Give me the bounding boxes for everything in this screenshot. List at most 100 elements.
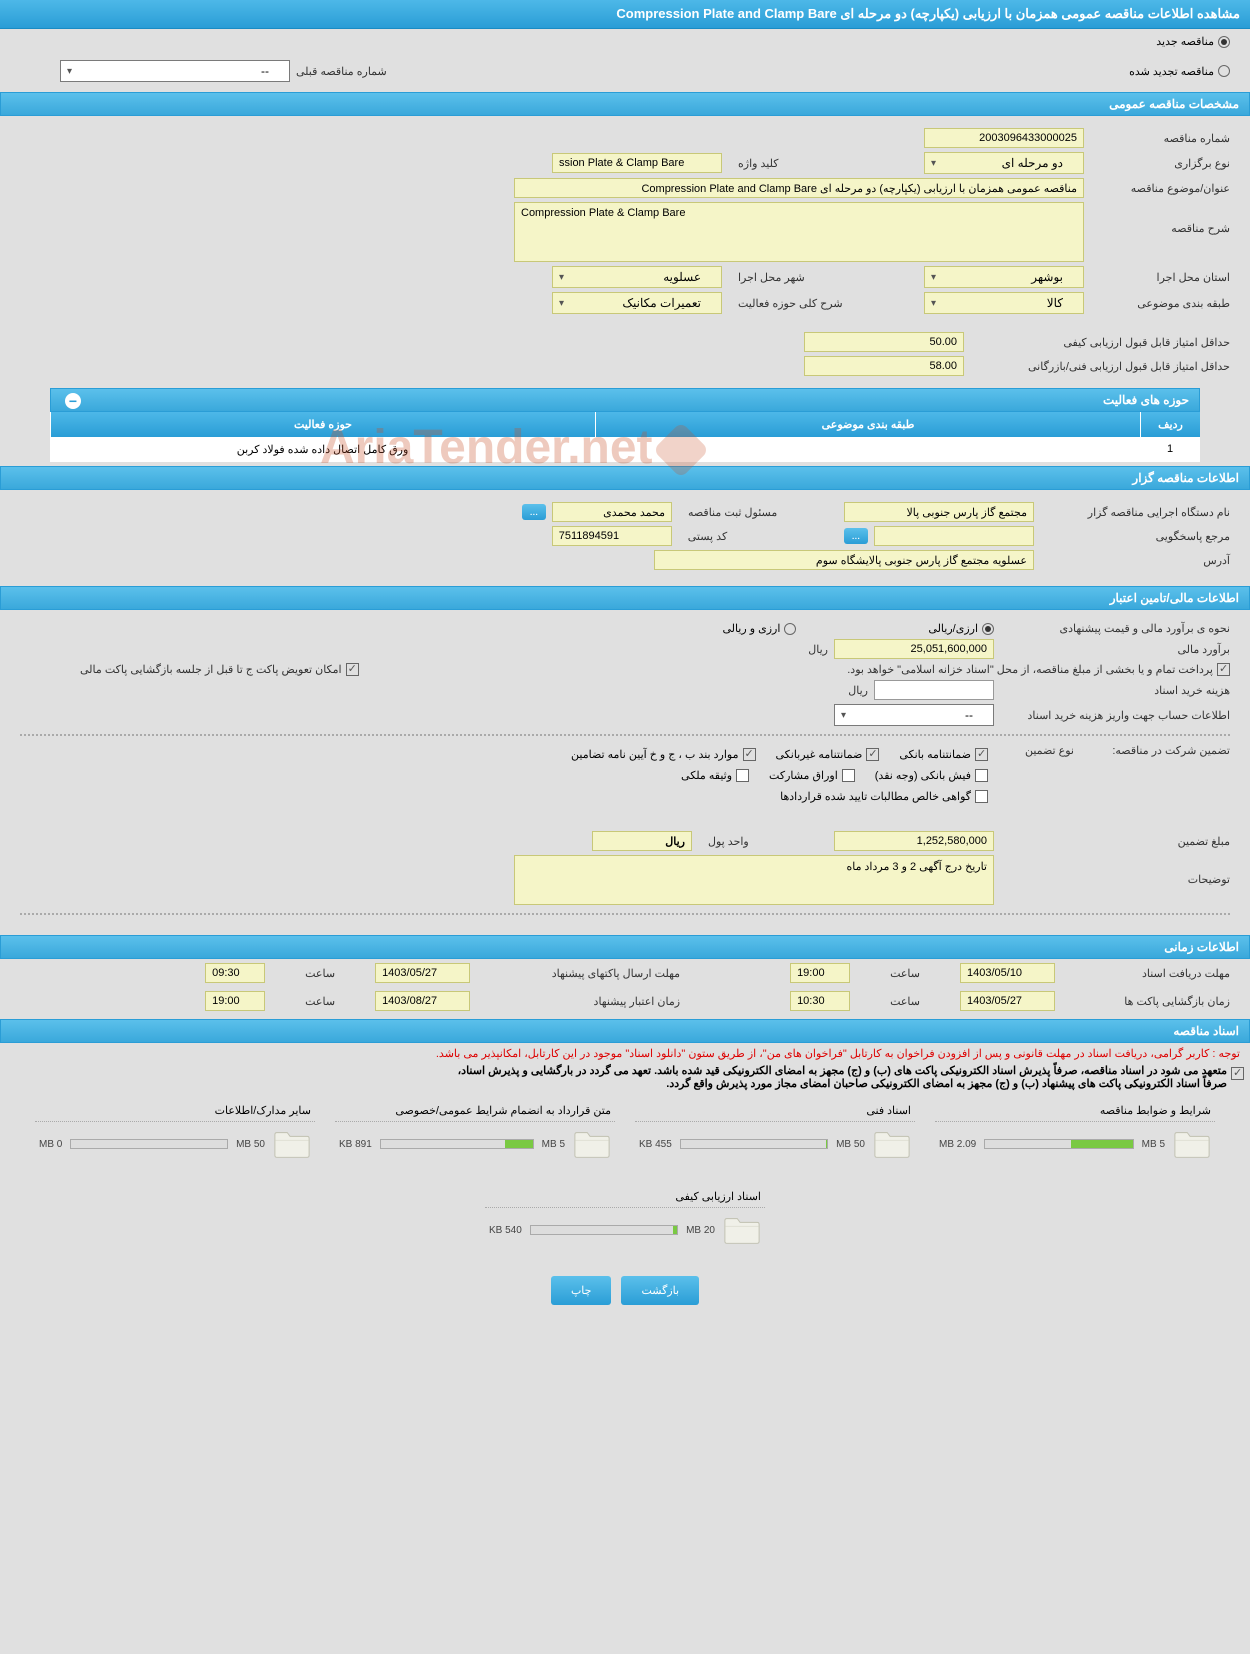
activity-table-title: حوزه های فعالیت − [50,388,1200,412]
doc-title: سایر مدارک/اطلاعات [35,1100,315,1121]
checkbox-commit[interactable] [1231,1067,1244,1080]
doc-fee-field[interactable] [874,680,994,700]
folder-icon [723,1214,761,1246]
chk-nonbank[interactable] [866,748,879,761]
response-ref-field [874,526,1034,546]
estimate-field: 25,051,600,000 [834,639,994,659]
section-financial: اطلاعات مالی/تامین اعتبار [0,586,1250,610]
account-info-select[interactable]: -- [834,704,994,726]
estimate-method-label: نحوه ی برآورد مالی و قیمت پیشنهادی [1000,622,1230,635]
keyword-label: کلید واژه [728,157,918,170]
progress-bar [984,1139,1133,1149]
subject-field: مناقصه عمومی همزمان با ارزیابی (یکپارچه)… [514,178,1084,198]
province-label: استان محل اجرا [1090,271,1230,284]
chk-bank[interactable] [975,748,988,761]
docs-notice-red: توجه : کاربر گرامی، دریافت اسناد در مهلت… [0,1043,1250,1064]
section-timing: اطلاعات زمانی [0,935,1250,959]
separator [20,913,1230,915]
city-label: شهر محل اجرا [728,271,918,284]
checkbox-treasury[interactable] [1217,663,1230,676]
chk-cash[interactable] [975,769,988,782]
receive-deadline-label: مهلت دریافت اسناد [1095,967,1230,980]
keyword-field: ssion Plate & Clamp Bare [552,153,722,173]
radio-circle-icon [1218,65,1230,77]
radio-label: مناقصه جدید [1156,35,1214,48]
chk-clauses[interactable] [743,748,756,761]
response-ref-label: مرجع پاسخگویی [1040,530,1230,543]
min-tech-field: 58.00 [804,356,964,376]
currency-label: ریال [808,643,828,656]
separator [20,734,1230,736]
document-item[interactable]: اسناد ارزیابی کیفی20 MB540 KB [485,1186,765,1252]
progress-bar [680,1139,828,1149]
time-label: ساعت [305,995,335,1008]
radio-new-tender[interactable]: مناقصه جدید [1156,35,1230,48]
edit-button[interactable]: ... [522,504,546,520]
responsible-label: مسئول ثبت مناقصه [678,506,838,519]
category-label: طبقه بندی موضوعی [1090,297,1230,310]
document-item[interactable]: متن قرارداد به انضمام شرایط عمومی/خصوصی5… [335,1100,615,1166]
progress-bar [380,1139,534,1149]
print-button[interactable]: چاپ [551,1276,612,1305]
province-select[interactable]: بوشهر [924,266,1084,288]
activity-desc-label: شرح کلی حوزه فعالیت [728,297,918,310]
doc-current-size: 891 KB [339,1139,372,1150]
collapse-icon[interactable]: − [65,393,81,409]
table-row: 1 ورق کامل اتصال داده شده فولاد کربن [50,437,1200,462]
unit-field: ریال [592,831,692,851]
currency-label2: ریال [848,684,868,697]
unit-label: واحد پول [698,835,828,848]
doc-max-size: 5 MB [542,1139,565,1150]
category-select[interactable]: کالا [924,292,1084,314]
radio-both[interactable]: ارزی و ریالی [722,622,796,635]
th-row: ردیف [1140,412,1200,437]
doc-title: اسناد فنی [635,1100,915,1121]
holding-type-label: نوع برگزاری [1090,157,1230,170]
folder-icon [873,1128,911,1160]
responsible-field: محمد محمدی [552,502,672,522]
validity-time-field: 19:00 [205,991,265,1011]
opening-time-field: 10:30 [790,991,850,1011]
submit-date-field: 1403/05/27 [375,963,470,983]
validity-label: زمان اعتبار پیشنهاد [510,995,680,1008]
activity-table-header: ردیف طبقه بندی موضوعی حوزه فعالیت [50,412,1200,437]
document-item[interactable]: سایر مدارک/اطلاعات50 MB0 MB [35,1100,315,1166]
postal-field: 7511894591 [552,526,672,546]
estimate-label: برآورد مالی [1000,643,1230,656]
document-item[interactable]: اسناد فنی50 MB455 KB [635,1100,915,1166]
doc-max-size: 50 MB [236,1139,265,1150]
section-general: مشخصات مناقصه عمومی [0,92,1250,116]
lookup-button[interactable]: ... [844,528,868,544]
chk-receivables[interactable] [975,790,988,803]
radio-renewed-tender[interactable]: مناقصه تجدید شده [1129,60,1230,82]
chk-bonds[interactable] [842,769,855,782]
radio-rial[interactable]: ارزی/ریالی [928,622,994,635]
th-category: طبقه بندی موضوعی [595,412,1140,437]
radio-circle-icon [784,623,796,635]
td-cat [595,437,1140,462]
progress-bar [530,1225,678,1235]
city-select[interactable]: عسلویه [552,266,722,288]
doc-fee-label: هزینه خرید اسناد [1000,684,1230,697]
remarks-field: تاریخ درج آگهی 2 و 3 مرداد ماه [514,855,994,905]
holding-type-select[interactable]: دو مرحله ای [924,152,1084,174]
activity-desc-select[interactable]: تعمیرات مکانیک [552,292,722,314]
doc-title: شرایط و ضوابط مناقصه [935,1100,1215,1121]
doc-title: اسناد ارزیابی کیفی [485,1186,765,1207]
min-quality-label: حداقل امتیاز قابل قبول ارزیابی کیفی [970,336,1230,349]
back-button[interactable]: بازگشت [621,1276,699,1305]
docs-commit-line2: صرفاً اسناد الکترونیکی پاکت های پیشنهاد … [458,1077,1227,1090]
section-client: اطلاعات مناقصه گزار [0,466,1250,490]
amount-label: مبلغ تضمین [1000,835,1230,848]
section-documents: اسناد مناقصه [0,1019,1250,1043]
min-quality-field: 50.00 [804,332,964,352]
document-item[interactable]: شرایط و ضوابط مناقصه5 MB2.09 MB [935,1100,1215,1166]
chk-property[interactable] [736,769,749,782]
account-info-label: اطلاعات حساب جهت واریز هزینه خرید اسناد [1000,709,1230,722]
opening-label: زمان بازگشایی پاکت ها [1095,995,1230,1008]
receive-time-field: 19:00 [790,963,850,983]
progress-bar [70,1139,228,1149]
prev-number-select[interactable]: -- [60,60,290,82]
agency-label: نام دستگاه اجرایی مناقصه گزار [1040,506,1230,519]
checkbox-replace[interactable] [346,663,359,676]
